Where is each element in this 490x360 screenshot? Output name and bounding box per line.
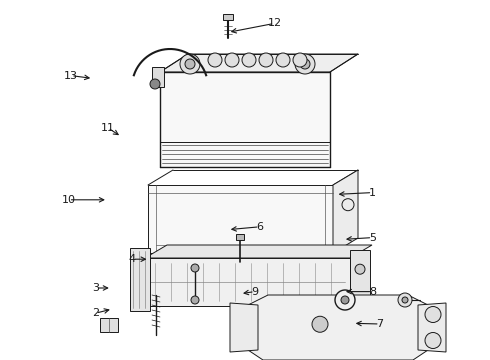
Circle shape: [312, 316, 328, 332]
Polygon shape: [160, 54, 358, 72]
Polygon shape: [236, 234, 244, 240]
Circle shape: [425, 306, 441, 323]
Ellipse shape: [290, 304, 350, 344]
Circle shape: [276, 53, 290, 67]
Text: 8: 8: [369, 287, 376, 297]
Circle shape: [150, 79, 160, 89]
Ellipse shape: [302, 313, 338, 335]
Polygon shape: [152, 67, 164, 87]
Circle shape: [355, 264, 365, 274]
Circle shape: [341, 296, 349, 304]
Text: 10: 10: [62, 195, 75, 205]
Circle shape: [191, 296, 199, 304]
Polygon shape: [333, 170, 358, 253]
Circle shape: [208, 53, 222, 67]
Text: 9: 9: [251, 287, 258, 297]
Text: 12: 12: [268, 18, 281, 28]
Text: 1: 1: [369, 188, 376, 198]
Circle shape: [425, 333, 441, 348]
Polygon shape: [248, 295, 428, 360]
Text: 3: 3: [92, 283, 99, 293]
Polygon shape: [350, 250, 370, 310]
Polygon shape: [145, 245, 372, 258]
Polygon shape: [145, 258, 350, 306]
Text: 4: 4: [129, 254, 136, 264]
Circle shape: [295, 54, 315, 74]
Ellipse shape: [284, 276, 306, 288]
Circle shape: [293, 53, 307, 67]
Text: 6: 6: [256, 222, 263, 232]
Polygon shape: [160, 72, 330, 167]
Circle shape: [191, 264, 199, 272]
Bar: [100, 318, 118, 332]
Circle shape: [180, 54, 200, 74]
Polygon shape: [230, 303, 258, 352]
Circle shape: [398, 293, 412, 307]
Circle shape: [402, 297, 408, 303]
Circle shape: [300, 59, 310, 69]
Ellipse shape: [194, 276, 216, 288]
Circle shape: [242, 53, 256, 67]
Polygon shape: [418, 303, 446, 352]
Circle shape: [225, 53, 239, 67]
Circle shape: [185, 59, 195, 69]
Polygon shape: [223, 14, 233, 20]
Circle shape: [335, 290, 355, 310]
Text: 11: 11: [101, 123, 115, 133]
Text: 13: 13: [64, 71, 78, 81]
Text: 5: 5: [369, 233, 376, 243]
Text: 7: 7: [376, 319, 383, 329]
Text: 2: 2: [92, 308, 99, 318]
Circle shape: [259, 53, 273, 67]
Polygon shape: [130, 248, 150, 311]
Polygon shape: [148, 185, 333, 253]
